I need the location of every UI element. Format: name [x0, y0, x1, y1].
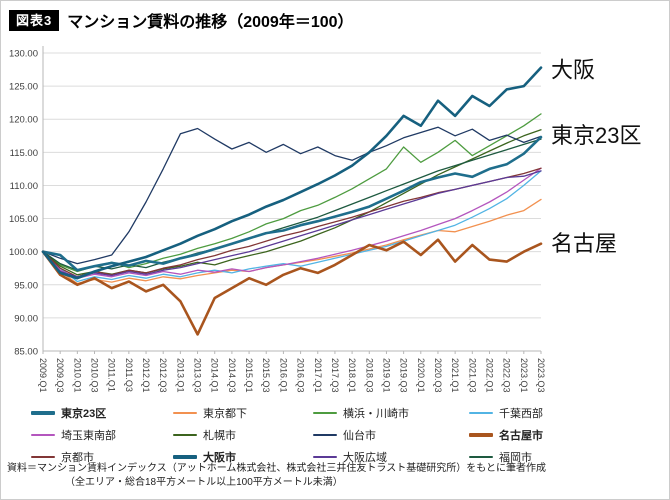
source-line-2: （全エリア・総合18平方メートル以上100平方メートル未満）	[65, 477, 343, 488]
x-axis-tick-label: 2017.Q3	[330, 358, 340, 393]
x-axis-tick-label: 2015.Q1	[244, 358, 254, 393]
figure-header: 図表3 マンション賃料の推移（2009年＝100）	[9, 8, 354, 32]
legend-label: 仙台市	[343, 430, 376, 442]
legend-swatch	[469, 433, 493, 437]
series-line-大阪広域	[42, 170, 542, 278]
x-axis-tick-label: 2019.Q3	[399, 358, 409, 393]
legend-label: 横浜・川崎市	[343, 408, 409, 420]
source-line-1: 資料＝マンション賃料インデックス（アットホーム株式会社、株式会社三井住友トラスト…	[7, 463, 546, 474]
y-axis-tick-label: 95.00	[14, 280, 38, 291]
legend-label: 札幌市	[203, 430, 236, 442]
legend-label: 京都市	[61, 452, 94, 464]
legend-item-札幌市: 札幌市	[173, 427, 313, 443]
x-axis-tick-label: 2021.Q3	[467, 358, 477, 393]
x-axis-tick-label: 2011.Q1	[107, 358, 117, 392]
series-line-埼玉東南部	[42, 167, 542, 279]
legend-swatch	[313, 456, 337, 458]
series-line-札幌市	[42, 129, 542, 276]
series-line-仙台市	[42, 126, 542, 265]
x-axis-tick-label: 2020.Q3	[433, 358, 443, 393]
y-axis-tick-label: 125.00	[9, 82, 38, 93]
legend-item-大阪広域: 大阪広域	[313, 449, 469, 465]
legend-item-仙台市: 仙台市	[313, 427, 469, 443]
legend-item-名古屋市: 名古屋市	[469, 427, 599, 443]
x-axis-tick-label: 2018.Q1	[347, 358, 357, 393]
x-axis-tick-label: 2019.Q1	[381, 358, 391, 393]
legend-swatch	[31, 456, 55, 458]
x-axis-tick-label: 2020.Q1	[416, 358, 426, 393]
x-axis-tick-label: 2009.Q3	[55, 358, 65, 393]
legend-label: 東京都下	[203, 408, 247, 420]
x-axis-tick-label: 2022.Q3	[502, 358, 512, 393]
x-axis-tick-label: 2011.Q3	[124, 358, 134, 392]
legend-label: 千葉西部	[499, 408, 543, 420]
y-axis-tick-label: 90.00	[14, 313, 38, 324]
legend-swatch	[173, 412, 197, 414]
legend-label: 大阪広域	[343, 452, 387, 464]
x-axis-tick-label: 2017.Q1	[313, 358, 323, 393]
legend-item-東京都下: 東京都下	[173, 405, 313, 421]
x-axis-tick-label: 2014.Q3	[227, 358, 237, 393]
x-axis-tick-label: 2015.Q3	[261, 358, 271, 393]
legend-label: 大阪市	[203, 452, 236, 464]
legend-label: 東京23区	[61, 408, 107, 420]
series-line-千葉西部	[42, 170, 542, 283]
y-axis-tick-label: 120.00	[9, 115, 38, 126]
series-line-大阪市	[41, 66, 543, 280]
legend-swatch	[31, 434, 55, 436]
x-axis-tick-label: 2013.Q1	[175, 358, 185, 393]
annotation-label-0: 大阪	[551, 58, 595, 83]
x-axis-tick-label: 2016.Q1	[278, 358, 288, 393]
x-axis-tick-label: 2016.Q3	[296, 358, 306, 393]
x-axis-tick-label: 2012.Q1	[141, 358, 151, 393]
x-axis-tick-label: 2021.Q1	[450, 358, 460, 393]
legend-item-埼玉東南部: 埼玉東南部	[31, 427, 173, 443]
x-axis-tick-label: 2022.Q1	[484, 358, 494, 393]
x-axis-tick-label: 2012.Q3	[158, 358, 168, 393]
legend-label: 福岡市	[499, 452, 532, 464]
legend-swatch	[31, 411, 55, 415]
legend-swatch	[313, 434, 337, 436]
legend-item-福岡市: 福岡市	[469, 449, 599, 465]
annotation-label-2: 名古屋	[551, 231, 617, 256]
y-axis-tick-label: 110.00	[10, 181, 38, 192]
y-axis-tick-label: 100.00	[9, 247, 38, 258]
x-axis-tick-label: 2023.Q3	[536, 358, 546, 393]
rent-index-line-chart: 85.00 90.00 95.00 100.00 105.00 110.00 115.00 1…	[9, 46, 641, 393]
x-axis-tick-label: 2013.Q3	[193, 358, 203, 393]
figure-number-badge: 図表3	[9, 9, 60, 31]
figure-title: マンション賃料の推移（2009年＝100）	[67, 14, 354, 31]
y-axis-tick-label: 105.00	[9, 214, 38, 225]
legend-swatch	[173, 455, 197, 459]
x-axis-tick-label: 2014.Q1	[210, 358, 220, 393]
x-axis-tick-label: 2010.Q1	[72, 358, 82, 393]
legend-swatch	[469, 412, 493, 414]
legend-label: 名古屋市	[499, 430, 543, 442]
legend-item-横浜・川崎市: 横浜・川崎市	[313, 405, 469, 421]
legend-item-千葉西部: 千葉西部	[469, 405, 599, 421]
chart-legend: 東京23区 東京都下 横浜・川崎市 千葉西部埼玉東南部 札幌市 仙台市 名古屋市京都市 大阪市…	[31, 405, 599, 465]
series-line-名古屋市	[41, 238, 543, 336]
legend-swatch	[173, 434, 197, 436]
series-line-横浜・川崎市	[42, 113, 542, 273]
legend-item-大阪市: 大阪市	[173, 449, 313, 465]
source-note: 資料＝マンション賃料インデックス（アットホーム株式会社、株式会社三井住友トラスト…	[7, 462, 546, 490]
legend-swatch	[469, 456, 493, 458]
y-axis-tick-label: 130.00	[9, 49, 38, 60]
series-line-東京23区	[41, 135, 543, 272]
legend-swatch	[313, 412, 337, 414]
legend-item-京都市: 京都市	[31, 449, 173, 465]
y-axis-tick-label: 115.00	[10, 148, 38, 159]
x-axis-tick-label: 2009.Q1	[38, 358, 48, 393]
x-axis-tick-label: 2010.Q3	[90, 358, 100, 393]
y-axis-tick-label: 85.00	[14, 347, 38, 358]
annotation-label-1: 東京23区	[551, 123, 641, 148]
x-axis-tick-label: 2018.Q3	[364, 358, 374, 393]
legend-item-東京23区: 東京23区	[31, 405, 173, 421]
series-line-京都市	[42, 167, 542, 278]
x-axis-tick-label: 2023.Q1	[519, 358, 529, 393]
legend-label: 埼玉東南部	[61, 430, 116, 442]
